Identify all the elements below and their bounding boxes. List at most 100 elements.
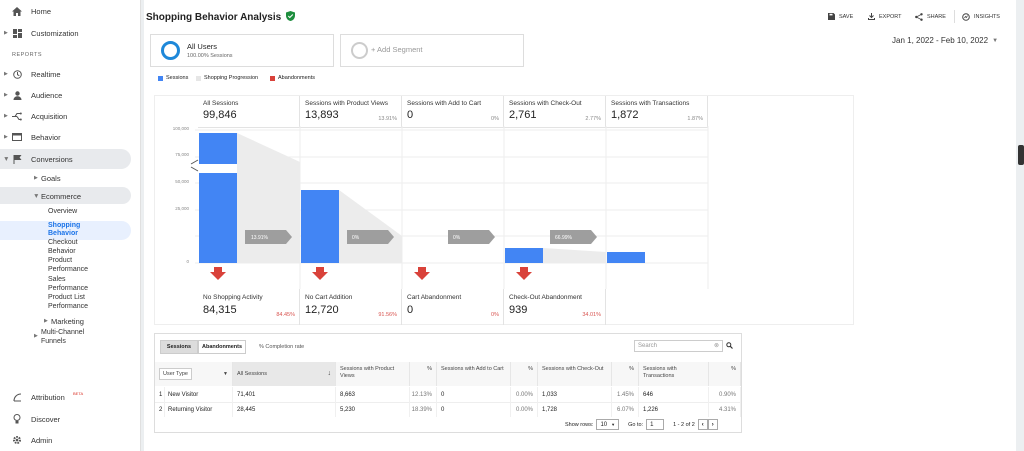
abandon-no-shopping[interactable]: No Shopping Activity 84,315 84.45% xyxy=(198,289,300,325)
share-label: SHARE xyxy=(927,14,946,20)
session-bar-all[interactable] xyxy=(199,173,237,263)
nav-realtime[interactable]: ▶ Realtime xyxy=(0,65,141,83)
stage-header-check-out[interactable]: Sessions with Check-Out 2,761 2.77% xyxy=(504,96,606,128)
nav-goals[interactable]: ▶ Goals xyxy=(0,169,141,187)
cell-check-out: 1,728 xyxy=(538,402,612,417)
nav-acquisition[interactable]: ▶ Acquisition xyxy=(0,107,141,125)
nav-shopping-behavior-2[interactable]: Behavior xyxy=(48,230,78,237)
abandon-no-cart[interactable]: No Cart Addition 12,720 91.56% xyxy=(300,289,402,325)
nav-audience[interactable]: ▶ Audience xyxy=(0,86,141,104)
header-product-views[interactable]: Sessions with Product Views xyxy=(336,362,410,386)
nav-customization[interactable]: ▶ Customization xyxy=(0,24,141,42)
cell-pct: 0.00% xyxy=(511,387,538,402)
header-pct[interactable]: % xyxy=(709,362,741,386)
cell-pct: 4.31% xyxy=(709,402,741,417)
legend-label: Shopping Progression xyxy=(204,75,259,81)
nav-conversions[interactable]: ▶ Conversions xyxy=(0,150,131,168)
tab-abandonments[interactable]: Abandonments xyxy=(198,340,246,354)
nav-sales-performance-2[interactable]: Performance xyxy=(48,285,89,292)
user-type-link[interactable]: Returning Visitor xyxy=(164,402,233,417)
abandon-check-out[interactable]: Check-Out Abandonment 939 34.01% xyxy=(504,289,606,325)
header-add-to-cart[interactable]: Sessions with Add to Cart xyxy=(437,362,511,386)
nav-audience-label: Audience xyxy=(31,90,63,100)
row-index: 1 xyxy=(155,387,165,402)
nav-home[interactable]: Home xyxy=(0,2,141,20)
funnel-chart: All Sessions 99,846 Sessions with Product… xyxy=(154,95,854,325)
session-bar-check-out[interactable] xyxy=(505,248,543,263)
user-type-dropdown[interactable]: User Type xyxy=(159,367,192,381)
segment-all-users[interactable]: All Users 100.00% Sessions xyxy=(150,34,334,67)
search-input[interactable]: Search ⊗ xyxy=(634,340,723,352)
header-user-type[interactable]: User Type ▼ xyxy=(155,362,233,386)
session-bar-transactions[interactable] xyxy=(607,252,645,263)
date-range-picker[interactable]: Jan 1, 2022 - Feb 10, 2022 ▼ xyxy=(892,36,998,45)
search-icon[interactable] xyxy=(726,342,733,349)
share-button[interactable]: SHARE xyxy=(915,13,946,21)
header-check-out[interactable]: Sessions with Check-Out xyxy=(538,362,612,386)
nav-admin[interactable]: Admin xyxy=(0,431,141,449)
nav-admin-label: Admin xyxy=(31,435,53,445)
session-bar-product-views[interactable] xyxy=(301,190,339,263)
prev-page-button[interactable]: ‹ xyxy=(697,419,708,430)
goto-input[interactable]: 1 xyxy=(646,419,665,430)
nav-behavior[interactable]: ▶ Behavior xyxy=(0,128,141,146)
nav-product-list-performance-1[interactable]: Product List xyxy=(48,294,85,301)
y-tick: 100,000 xyxy=(173,126,190,131)
stage-header-product-views[interactable]: Sessions with Product Views 13,893 13.91% xyxy=(300,96,402,128)
nav-discover[interactable]: Discover xyxy=(0,410,141,428)
save-button[interactable]: SAVE xyxy=(828,13,853,20)
stage-header-transactions[interactable]: Sessions with Transactions 1,872 1.87% xyxy=(606,96,708,128)
nav-product-performance-2[interactable]: Performance xyxy=(48,266,89,273)
nav-checkout-behavior-1[interactable]: Checkout xyxy=(48,239,78,246)
nav-ecommerce[interactable]: ▶ Ecommerce xyxy=(0,187,131,205)
stage-value: 99,846 xyxy=(203,109,237,121)
cell-pct: 0.00% xyxy=(511,402,538,417)
sort-down-icon[interactable]: ↓ xyxy=(327,369,332,377)
row-divider xyxy=(155,402,741,403)
beta-badge: BETA xyxy=(73,391,84,396)
nav-checkout-behavior-2[interactable]: Behavior xyxy=(48,248,76,255)
segment-pct: 100.00% Sessions xyxy=(187,53,233,59)
header-transactions[interactable]: Sessions with Transactions xyxy=(639,362,709,386)
user-type-link[interactable]: New Visitor xyxy=(164,387,233,402)
main-panel: Shopping Behavior Analysis SAVE EXPORT S… xyxy=(144,0,1016,451)
tab-sessions[interactable]: Sessions xyxy=(160,340,198,354)
side-handle[interactable] xyxy=(1018,145,1024,165)
session-bar-top[interactable] xyxy=(199,133,237,164)
nav-shopping-behavior-1[interactable]: Shopping xyxy=(48,222,81,229)
insights-button[interactable]: INSIGHTS xyxy=(962,13,1000,21)
abandon-cart[interactable]: Cart Abandonment 0 0% xyxy=(402,289,504,325)
show-rows-select[interactable]: 10 ▼ xyxy=(596,419,620,430)
stage-header-all-sessions[interactable]: All Sessions 99,846 xyxy=(198,96,300,128)
abandon-pct: 91.56% xyxy=(378,312,397,318)
legend-progression: Shopping Progression xyxy=(196,75,258,81)
nav-product-performance-1[interactable]: Product xyxy=(48,257,73,264)
nav-multichannel-1[interactable]: Multi-Channel xyxy=(41,329,85,336)
abandon-value: 0 xyxy=(407,304,414,316)
nav-marketing[interactable]: ▶ Marketing xyxy=(0,312,141,330)
search-placeholder: Search xyxy=(638,343,658,349)
nav-overview[interactable]: Overview xyxy=(48,208,78,215)
caret-down-icon: ▶ xyxy=(2,157,9,161)
nav-attribution[interactable]: Attribution BETA xyxy=(0,388,141,406)
nav-discover-label: Discover xyxy=(31,414,61,424)
next-page-button[interactable]: › xyxy=(707,419,718,430)
header-pct[interactable]: % xyxy=(612,362,639,386)
stage-label: Sessions with Add to Cart xyxy=(407,100,482,107)
y-tick: 25,000 xyxy=(175,206,189,211)
cell-all-sessions: 28,445 xyxy=(233,402,336,417)
add-segment-button[interactable]: + Add Segment xyxy=(340,34,524,67)
nav-multichannel-2[interactable]: Funnels xyxy=(41,338,66,345)
dashboard-icon xyxy=(12,28,22,38)
stage-header-add-to-cart[interactable]: Sessions with Add to Cart 0 0% xyxy=(402,96,504,128)
cell-pct: 18.39% xyxy=(410,402,437,417)
export-button[interactable]: EXPORT xyxy=(868,13,902,20)
header-pct[interactable]: % xyxy=(410,362,437,386)
nav-sales-performance-1[interactable]: Sales xyxy=(48,276,66,283)
abandon-value: 939 xyxy=(509,304,528,316)
header-all-sessions[interactable]: All Sessions ↓ xyxy=(233,362,336,386)
legend-label: Abandonments xyxy=(278,75,315,81)
nav-product-list-performance-2[interactable]: Performance xyxy=(48,303,89,310)
clear-icon[interactable]: ⊗ xyxy=(713,343,719,349)
header-pct[interactable]: % xyxy=(511,362,538,386)
